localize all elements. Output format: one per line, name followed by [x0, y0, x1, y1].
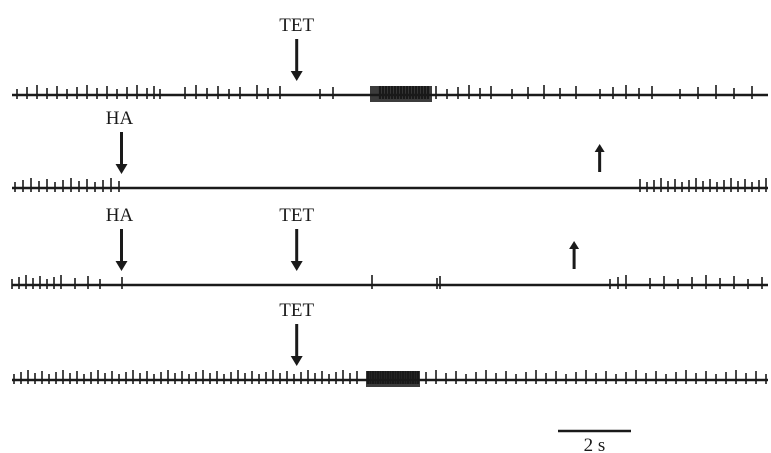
down-arrow-icon [290, 356, 303, 366]
down-arrow-icon [290, 71, 303, 81]
trace-3-marker-label: TET [279, 205, 314, 226]
trace-3-marker-label: HA [106, 205, 134, 226]
trace-1-marker-label: TET [279, 15, 314, 36]
trace-1-burst [370, 86, 432, 102]
down-arrow-icon [115, 261, 128, 271]
trace-4-burst [366, 371, 420, 387]
down-arrow-icon [115, 164, 128, 174]
down-arrow-icon [290, 261, 303, 271]
trace-2-marker-label: HA [106, 108, 134, 129]
scale-bar-label: 2 s [584, 435, 606, 453]
up-arrow-icon [569, 241, 580, 249]
trace-4-marker-label: TET [279, 300, 314, 321]
up-arrow-icon [594, 144, 605, 152]
